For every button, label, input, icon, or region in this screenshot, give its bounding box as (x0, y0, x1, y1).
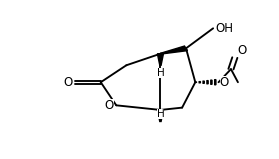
Polygon shape (203, 81, 204, 83)
Text: H: H (157, 68, 164, 78)
Text: O: O (237, 44, 246, 57)
Text: O: O (105, 99, 114, 112)
Polygon shape (160, 46, 187, 54)
Text: OH: OH (215, 22, 233, 35)
Polygon shape (195, 82, 196, 83)
Polygon shape (207, 81, 208, 84)
Polygon shape (157, 110, 163, 121)
Polygon shape (157, 54, 163, 65)
Polygon shape (211, 80, 212, 84)
Polygon shape (199, 82, 200, 83)
Text: O: O (220, 76, 229, 89)
Polygon shape (215, 80, 216, 85)
Text: O: O (64, 76, 73, 89)
Text: H: H (157, 109, 164, 119)
